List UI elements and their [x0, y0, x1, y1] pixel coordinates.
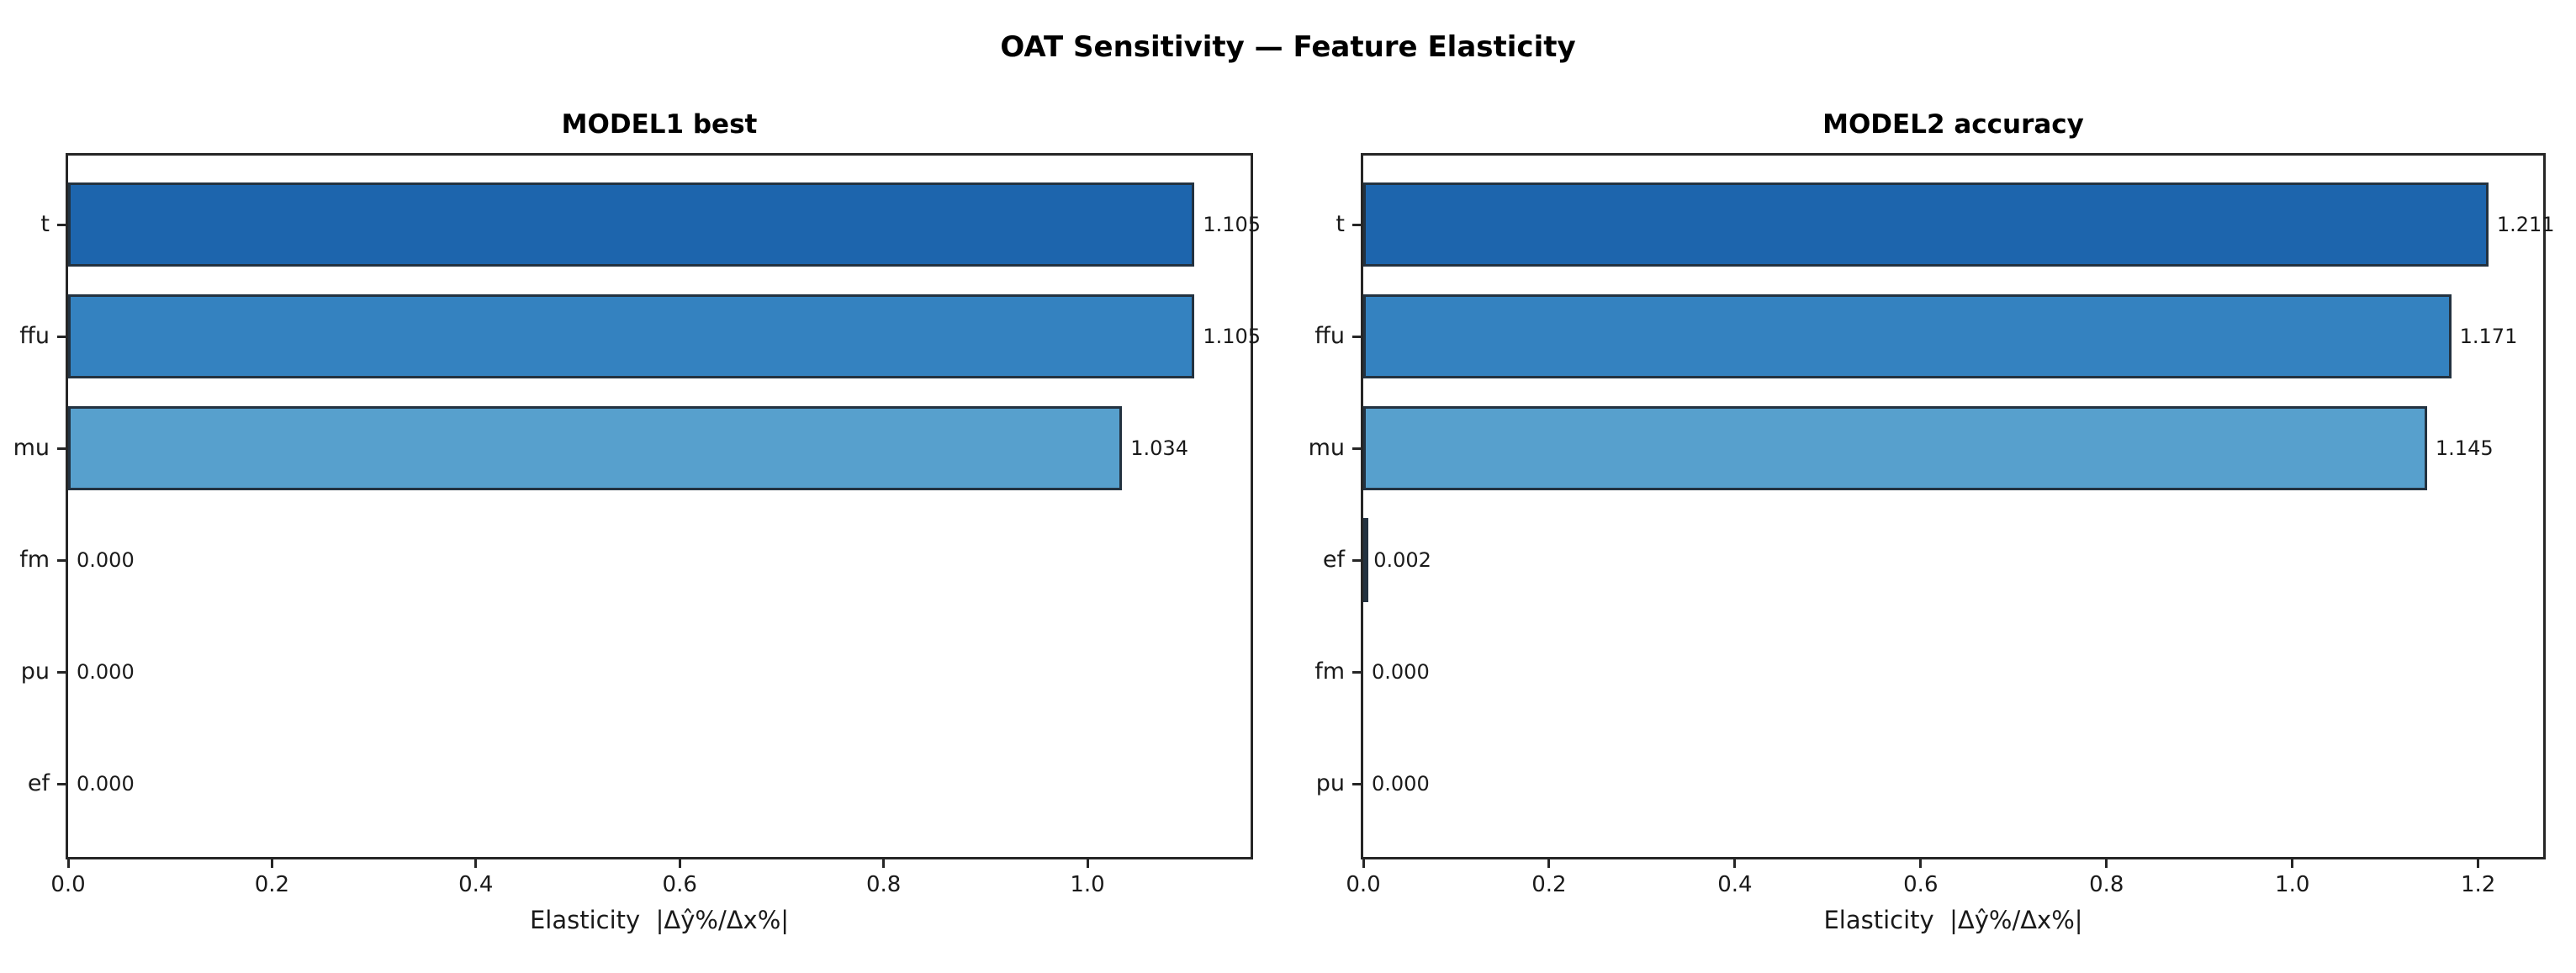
y-tick-label: ffu: [1314, 323, 1345, 349]
bar: [1363, 518, 1368, 602]
x-tick-label: 0.6: [662, 872, 697, 897]
bar-value-label: 0.000: [77, 548, 135, 572]
y-tick: [57, 671, 68, 674]
y-tick-label: pu: [20, 658, 50, 685]
bar: [68, 182, 1195, 267]
subplot-model2: MODEL2 accuracy t 1.211 ffu 1.171 mu 1.145 ef 0…: [1309, 109, 2555, 934]
x-tick-label: 0.6: [1903, 872, 1939, 897]
y-tick: [57, 447, 68, 450]
y-tick-label: ef: [1322, 547, 1345, 573]
x-tick-label: 0.8: [865, 872, 902, 897]
y-tick-label: fm: [1314, 658, 1345, 685]
x-tick: [2477, 857, 2480, 868]
subplot-model1: MODEL1 best t 1.105 ffu 1.105 mu 1.034 fm 0.000…: [13, 109, 1261, 934]
x-tick-label: 1.0: [2275, 872, 2310, 897]
x-tick: [1362, 857, 1365, 868]
y-tick-label: pu: [1315, 770, 1345, 796]
y-tick: [57, 336, 68, 338]
bar-value-label: 1.145: [2435, 436, 2494, 460]
y-tick-label: mu: [1308, 435, 1345, 461]
bar: [68, 406, 1123, 490]
y-tick: [57, 783, 68, 785]
bar-value-label: 0.002: [1373, 548, 1431, 572]
x-tick: [2291, 857, 2294, 868]
y-tick: [57, 224, 68, 226]
y-tick: [57, 559, 68, 562]
x-tick: [1547, 857, 1551, 868]
y-tick: [1352, 336, 1363, 338]
x-tick: [1733, 857, 1737, 868]
bar-value-label: 0.000: [1372, 772, 1430, 796]
x-tick: [678, 857, 681, 868]
bar-value-label: 1.105: [1203, 325, 1262, 348]
y-tick: [1352, 224, 1363, 226]
y-tick-label: ffu: [19, 323, 50, 349]
bar-value-label: 0.000: [1372, 660, 1430, 684]
x-tick: [882, 857, 886, 868]
y-tick-label: ef: [27, 770, 50, 796]
x-tick: [66, 857, 70, 868]
x-tick: [270, 857, 273, 868]
bar-value-label: 1.034: [1130, 436, 1188, 460]
x-tick: [2105, 857, 2108, 868]
y-tick: [1352, 783, 1363, 785]
x-tick-label: 0.4: [458, 872, 494, 897]
axes: t 1.211 ffu 1.171 mu 1.145 ef 0.002 fm 0.000 pu 0.0…: [1309, 153, 2555, 897]
x-tick-label: 0.8: [2089, 872, 2124, 897]
x-tick-label: 0.2: [1531, 872, 1567, 897]
x-tick-label: 1.2: [2460, 872, 2496, 897]
x-axis-label: Elasticity |Δŷ%/Δx%|: [1823, 906, 2083, 934]
axes: t 1.105 ffu 1.105 mu 1.034 fm 0.000 pu 0.000 ef 0.0…: [13, 153, 1261, 897]
bar-value-label: 1.211: [2496, 213, 2555, 236]
figure-title: OAT Sensitivity — Feature Elasticity: [1000, 30, 1576, 64]
x-tick-label: 0.0: [50, 872, 86, 897]
x-tick: [1919, 857, 1923, 868]
y-tick: [1352, 671, 1363, 674]
y-tick-label: t: [1336, 211, 1345, 237]
x-tick-label: 0.2: [254, 872, 290, 897]
y-tick-label: t: [40, 211, 50, 237]
subplot-title: MODEL1 best: [561, 109, 758, 140]
bar: [1363, 406, 2427, 490]
y-tick-label: fm: [19, 547, 50, 573]
x-tick-label: 0.0: [1346, 872, 1381, 897]
x-axis-label: Elasticity |Δŷ%/Δx%|: [529, 906, 790, 934]
bar: [68, 294, 1195, 378]
bar-value-label: 1.171: [2459, 325, 2518, 348]
x-tick: [1086, 857, 1089, 868]
y-tick: [1352, 559, 1363, 562]
bar: [1363, 182, 2489, 267]
bar-value-label: 0.000: [77, 772, 135, 796]
x-tick-label: 0.4: [1717, 872, 1753, 897]
bar-value-label: 0.000: [77, 660, 135, 684]
y-tick-label: mu: [13, 435, 50, 461]
x-tick: [474, 857, 478, 868]
x-tick-label: 1.0: [1070, 872, 1105, 897]
bar-value-label: 1.105: [1203, 213, 1262, 236]
subplot-title: MODEL2 accuracy: [1822, 109, 2084, 140]
bar: [1363, 294, 2452, 378]
y-tick: [1352, 447, 1363, 450]
